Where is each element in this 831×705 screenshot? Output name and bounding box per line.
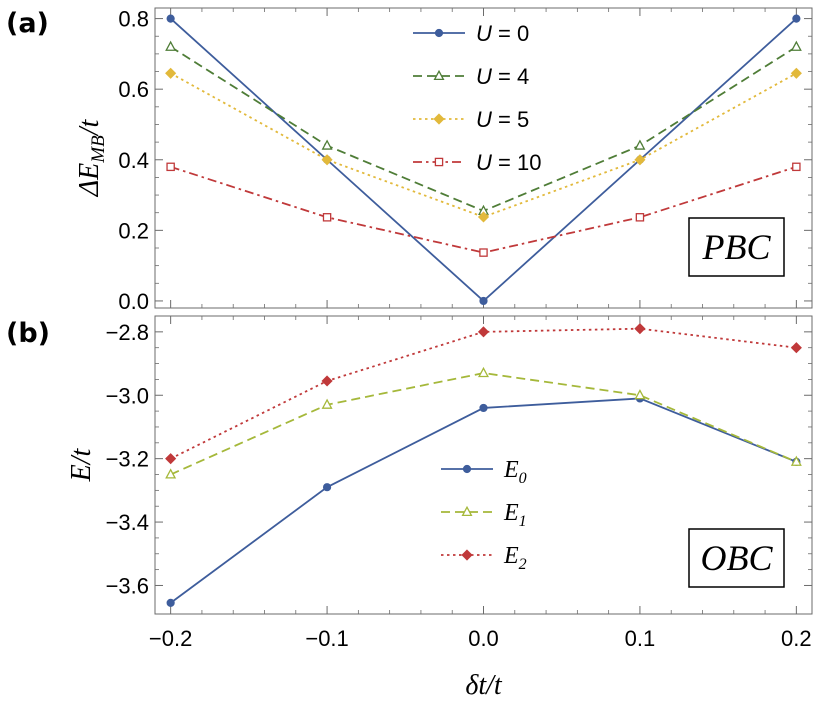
y-tick-label: −3.6: [106, 573, 149, 598]
box-frame: [688, 217, 785, 277]
y-tick-label: −3.2: [106, 447, 149, 472]
legend-label: U = 4: [476, 64, 529, 89]
boundary-condition-box: OBC: [688, 528, 785, 588]
panel-b: −3.6 −3.4 −3.2 −3.0 −2.8 −0.2 −0.1 0.0 0.1 0.2 (b)…: [6, 315, 813, 701]
data-point: [322, 213, 332, 222]
series-line: [170, 72, 797, 218]
legend: E0 E1 E2: [441, 457, 527, 573]
data-point: [635, 213, 645, 222]
legend-label: U = 5: [476, 107, 529, 132]
data-point: [479, 403, 488, 413]
data-point: [479, 296, 488, 306]
data-point: [166, 14, 175, 23]
data-point: [790, 40, 802, 51]
x-tick-label: 0.1: [625, 626, 656, 651]
data-point: [321, 398, 333, 409]
legend-label: E2: [503, 543, 527, 573]
legend-label: E1: [503, 500, 527, 530]
x-tick-label: 0.2: [781, 626, 812, 651]
data-point: [322, 483, 332, 492]
data-point: [634, 389, 646, 400]
legend-marker: [434, 157, 444, 167]
legend: U = 0 U = 4 U = 5 U = 10: [413, 21, 541, 175]
data-point: [792, 162, 801, 172]
data-point: [478, 366, 489, 378]
legend-marker: [433, 113, 445, 125]
data-point: [165, 468, 177, 479]
data-point: [792, 14, 801, 23]
data-point: [790, 342, 802, 354]
legend-label: E0: [503, 457, 527, 487]
box-frame: [688, 528, 785, 588]
y-tick-label: 0.6: [118, 77, 149, 102]
data-point: [634, 323, 646, 335]
data-point: [479, 248, 488, 257]
data-point: [790, 67, 802, 79]
legend-marker: [461, 505, 473, 517]
x-tick-label: −0.2: [149, 626, 192, 651]
data-point: [477, 326, 490, 338]
data-point: [321, 154, 333, 166]
panel-label: (b): [6, 318, 50, 349]
data-point: [634, 154, 646, 166]
data-point: [165, 40, 177, 51]
y-tick-label: 0.0: [118, 289, 149, 314]
legend-marker: [462, 464, 472, 474]
legend-marker: [434, 28, 444, 38]
y-tick-label: 0.8: [118, 7, 149, 32]
data-point: [165, 453, 177, 465]
data-point: [166, 598, 175, 608]
legend-marker: [461, 549, 473, 561]
x-tick-label: 0.0: [468, 626, 499, 651]
data-point: [634, 139, 646, 150]
data-point: [477, 211, 490, 223]
boundary-condition-box: PBC: [688, 217, 785, 277]
data-point: [321, 375, 333, 387]
y-axis-title: E/t: [66, 447, 97, 482]
data-point: [166, 162, 175, 172]
data-point: [165, 67, 177, 79]
y-tick-label: −3.0: [106, 383, 149, 408]
legend-label: U = 10: [476, 150, 541, 175]
box-label: OBC: [701, 538, 774, 578]
panel-a: 0.00.20.40.60.8(a)ΔEMB/tU = 0U = 4U = 5U…: [6, 7, 813, 314]
y-tick-label: 0.2: [118, 218, 149, 243]
series-line: [170, 165, 797, 254]
y-tick-label: 0.4: [118, 148, 149, 173]
y-axis-title: ΔEMB/t: [74, 119, 109, 198]
data-point: [321, 139, 333, 150]
legend-label: U = 0: [476, 21, 529, 46]
series-line: [170, 327, 797, 460]
x-tick-label: −0.1: [305, 626, 348, 651]
legend-marker: [433, 69, 445, 81]
panel-label: (a): [6, 8, 49, 39]
box-label: PBC: [702, 227, 772, 267]
data-point: [790, 455, 802, 466]
x-axis-title: δt/t: [465, 670, 503, 701]
y-tick-label: −2.8: [106, 320, 149, 345]
y-tick-label: −3.4: [106, 510, 149, 535]
